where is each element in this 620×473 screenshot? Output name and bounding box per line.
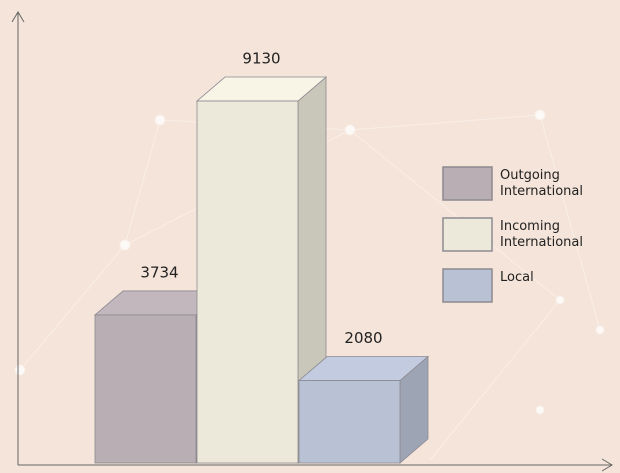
value-label: 3734 [140, 263, 178, 281]
background-network [14, 109, 605, 461]
legend-label: Incoming International [500, 219, 583, 250]
legend-label: Outgoing International [500, 168, 583, 199]
axes [11, 11, 613, 472]
legend-swatch [442, 268, 493, 303]
legend-swatch [442, 217, 493, 252]
bar [298, 380, 401, 464]
bar [196, 100, 299, 464]
legend-label: Local [500, 270, 534, 285]
value-label: 2080 [344, 329, 382, 347]
value-label: 9130 [242, 50, 280, 68]
bar [94, 314, 197, 464]
legend-swatch [442, 166, 493, 201]
